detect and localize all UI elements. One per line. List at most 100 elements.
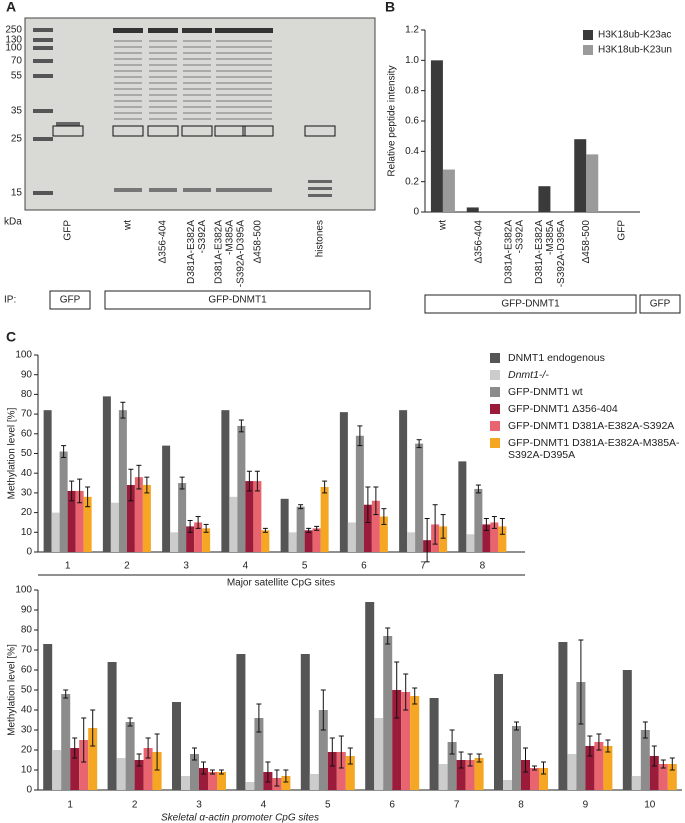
- bar: [61, 694, 71, 790]
- gel-band: [114, 64, 142, 66]
- bar: [300, 654, 310, 790]
- x-tick-label: 6: [361, 561, 367, 572]
- bar: [558, 642, 568, 790]
- bar: [649, 756, 659, 790]
- lane-label: Δ458-500: [253, 220, 264, 264]
- gel-band: [244, 100, 272, 102]
- gel-band: [216, 188, 244, 192]
- legend-swatch: [490, 438, 500, 448]
- bar: [134, 760, 144, 790]
- bar: [102, 396, 111, 552]
- bar: [51, 512, 60, 552]
- bar: [237, 425, 246, 552]
- bar: [143, 748, 153, 790]
- gel-box: [147, 125, 179, 137]
- gel-band: [216, 64, 244, 66]
- x-tick-label: Δ356-404: [473, 220, 484, 264]
- gel-band: [182, 28, 212, 33]
- bar: [126, 485, 135, 552]
- bar: [339, 412, 348, 552]
- bar: [345, 756, 355, 790]
- bar: [490, 522, 499, 552]
- gel-band: [114, 94, 142, 96]
- group-box: [424, 294, 637, 314]
- gel-band: [308, 187, 332, 190]
- gel-band: [149, 76, 177, 78]
- bar: [142, 485, 151, 552]
- gel-band: [216, 112, 244, 114]
- ladder-band: [33, 74, 53, 78]
- gel-band: [149, 118, 177, 120]
- y-tick-label: 50: [21, 685, 33, 696]
- x-axis-label: Major satellite CpG sites: [227, 578, 335, 589]
- lane-label: wt: [123, 220, 134, 231]
- gel-band: [183, 106, 211, 108]
- x-tick-label: D381A-E382A: [504, 220, 515, 284]
- bar: [458, 461, 467, 552]
- marker-label: 25: [11, 134, 23, 145]
- bar: [415, 443, 424, 552]
- legend-label: H3K18ub-K23ac: [598, 30, 671, 41]
- gel-band: [149, 188, 177, 192]
- bar: [392, 690, 402, 790]
- bar: [401, 692, 411, 790]
- gel-band: [244, 106, 272, 108]
- y-tick-label: 100: [15, 350, 32, 361]
- bar: [521, 760, 530, 790]
- y-tick-label: 20: [21, 507, 33, 518]
- gel-band: [243, 28, 273, 33]
- bar: [253, 481, 262, 552]
- y-tick-label: 1.2: [405, 25, 419, 36]
- bar: [221, 410, 230, 552]
- bar: [586, 154, 599, 212]
- gel-band: [216, 88, 244, 90]
- marker-label: 130: [5, 35, 22, 46]
- marker-label: 100: [5, 43, 22, 54]
- gel-band: [216, 106, 244, 108]
- bar: [466, 207, 479, 212]
- gel-box: [242, 125, 274, 137]
- gel-band: [149, 106, 177, 108]
- y-tick-label: 100: [15, 585, 32, 596]
- bar: [474, 758, 484, 790]
- x-tick-label: -S392A: [515, 220, 526, 254]
- marker-label: 55: [11, 71, 23, 82]
- gel-box: [214, 125, 246, 137]
- gel-band: [149, 100, 177, 102]
- gel-band: [216, 76, 244, 78]
- gel-box: [52, 125, 84, 137]
- x-tick-label: 4: [243, 561, 249, 572]
- ladder-band: [33, 28, 53, 32]
- bar: [482, 524, 491, 552]
- x-tick-label: 2: [132, 800, 138, 811]
- gel-band: [183, 112, 211, 114]
- gel-box: [112, 125, 144, 137]
- y-tick-label: 0.6: [405, 116, 419, 127]
- bar: [399, 410, 408, 552]
- gel-band: [113, 28, 143, 33]
- lane-label: -M385A: [225, 220, 236, 255]
- bar: [116, 758, 126, 790]
- gel-band: [183, 58, 211, 60]
- x-tick-label: 8: [480, 561, 486, 572]
- gel-band: [183, 94, 211, 96]
- lane-label: -S392A: [197, 220, 208, 254]
- x-tick-label: 7: [420, 561, 426, 572]
- gel-band: [244, 188, 272, 192]
- legend-swatch: [490, 387, 500, 397]
- bar: [379, 516, 388, 552]
- y-tick-label: 0: [26, 785, 32, 796]
- bar: [208, 772, 217, 790]
- bar: [199, 768, 208, 790]
- gel-band: [244, 64, 272, 66]
- gel-band: [216, 40, 244, 42]
- bar: [229, 496, 238, 552]
- gel-box: [181, 125, 213, 137]
- gel-band: [149, 82, 177, 84]
- gel-band: [149, 64, 177, 66]
- legend-swatch: [490, 404, 500, 414]
- ip-group: GFP: [60, 295, 81, 306]
- bar: [75, 490, 84, 552]
- bar: [172, 702, 181, 790]
- bar: [186, 526, 195, 552]
